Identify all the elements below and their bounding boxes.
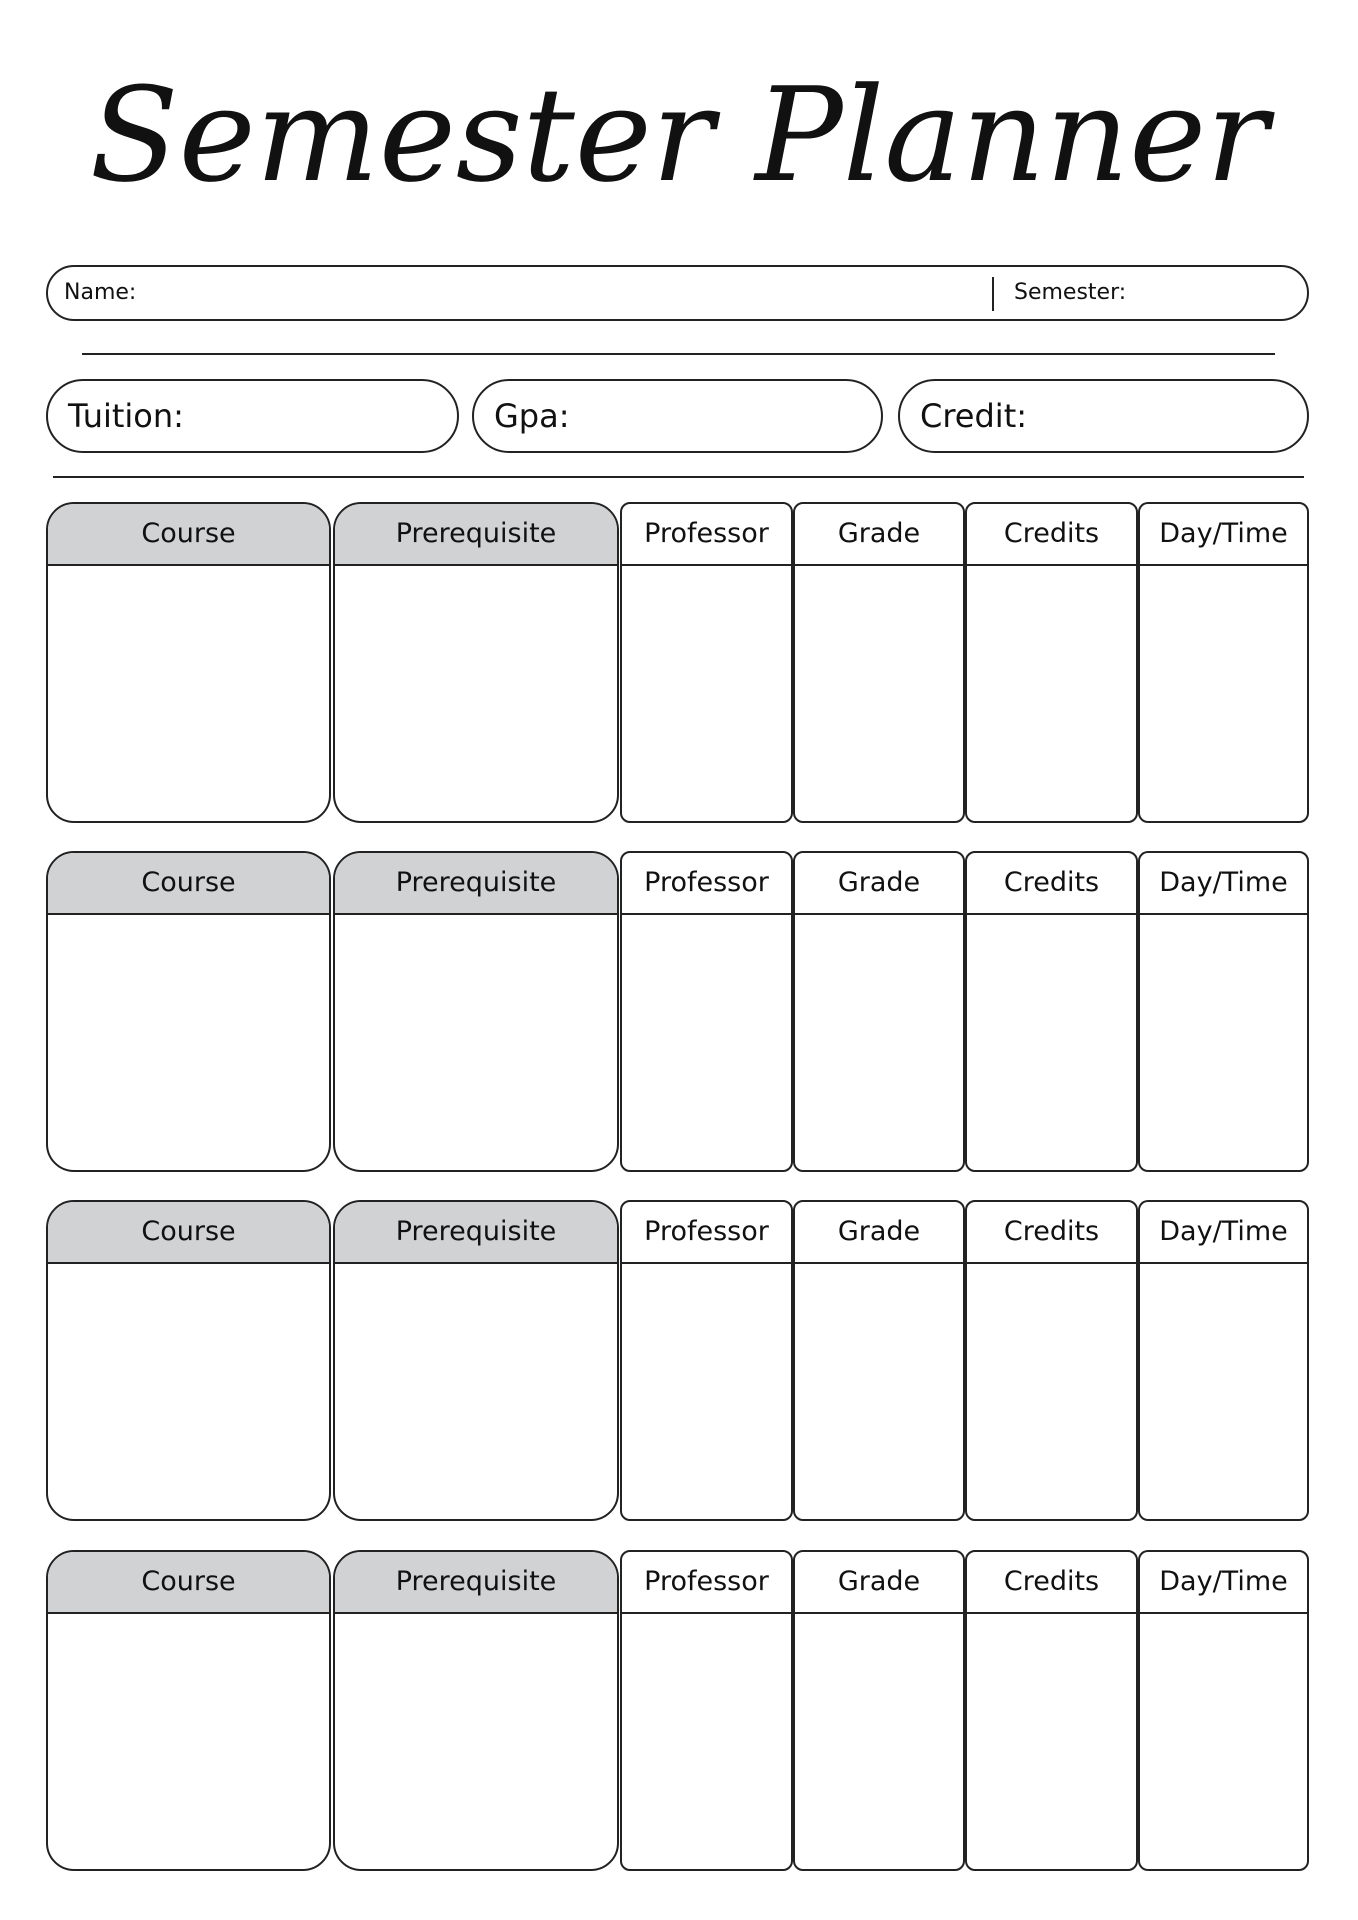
credits-header: Credits: [967, 1552, 1136, 1614]
day-time-column-3[interactable]: Day/Time: [1138, 1200, 1309, 1521]
divider-line: [53, 476, 1304, 478]
prerequisite-column-1[interactable]: Prerequisite: [333, 502, 619, 823]
gpa-field[interactable]: Gpa:: [472, 379, 883, 453]
day-time-column-2[interactable]: Day/Time: [1138, 851, 1309, 1172]
course-header: Course: [48, 1552, 329, 1614]
prerequisite-header: Prerequisite: [335, 853, 617, 915]
day-time-header: Day/Time: [1140, 1552, 1307, 1614]
day-time-header: Day/Time: [1140, 1202, 1307, 1264]
credits-column-1[interactable]: Credits: [965, 502, 1138, 823]
prerequisite-header: Prerequisite: [335, 1552, 617, 1614]
prerequisite-column-3[interactable]: Prerequisite: [333, 1200, 619, 1521]
day-time-column-4[interactable]: Day/Time: [1138, 1550, 1309, 1871]
prerequisite-header: Prerequisite: [335, 1202, 617, 1264]
grade-column-2[interactable]: Grade: [793, 851, 965, 1172]
grade-column-3[interactable]: Grade: [793, 1200, 965, 1521]
credits-column-3[interactable]: Credits: [965, 1200, 1138, 1521]
page-title: Semester Planner: [89, 59, 1269, 211]
course-header: Course: [48, 1202, 329, 1264]
professor-column-2[interactable]: Professor: [620, 851, 793, 1172]
tuition-field[interactable]: Tuition:: [46, 379, 459, 453]
course-header: Course: [48, 853, 329, 915]
prerequisite-header: Prerequisite: [335, 504, 617, 566]
professor-header: Professor: [622, 504, 791, 566]
name-label: Name:: [64, 280, 137, 305]
professor-column-1[interactable]: Professor: [620, 502, 793, 823]
course-header: Course: [48, 504, 329, 566]
semester-label: Semester:: [1014, 280, 1127, 305]
credits-header: Credits: [967, 1202, 1136, 1264]
day-time-header: Day/Time: [1140, 853, 1307, 915]
course-column-1[interactable]: Course: [46, 502, 331, 823]
divider: [992, 277, 994, 311]
grade-header: Grade: [795, 853, 963, 915]
credit-field[interactable]: Credit:: [898, 379, 1309, 453]
grade-header: Grade: [795, 1202, 963, 1264]
name-semester-field[interactable]: Name: Semester:: [46, 265, 1309, 321]
course-column-4[interactable]: Course: [46, 1550, 331, 1871]
professor-column-4[interactable]: Professor: [620, 1550, 793, 1871]
grade-header: Grade: [795, 1552, 963, 1614]
tuition-label: Tuition:: [68, 397, 184, 435]
credits-header: Credits: [967, 853, 1136, 915]
grade-header: Grade: [795, 504, 963, 566]
grade-column-1[interactable]: Grade: [793, 502, 965, 823]
credits-column-2[interactable]: Credits: [965, 851, 1138, 1172]
professor-header: Professor: [622, 1552, 791, 1614]
course-column-2[interactable]: Course: [46, 851, 331, 1172]
professor-header: Professor: [622, 853, 791, 915]
prerequisite-column-2[interactable]: Prerequisite: [333, 851, 619, 1172]
course-column-3[interactable]: Course: [46, 1200, 331, 1521]
credits-header: Credits: [967, 504, 1136, 566]
gpa-label: Gpa:: [494, 397, 570, 435]
prerequisite-column-4[interactable]: Prerequisite: [333, 1550, 619, 1871]
day-time-column-1[interactable]: Day/Time: [1138, 502, 1309, 823]
professor-header: Professor: [622, 1202, 791, 1264]
grade-column-4[interactable]: Grade: [793, 1550, 965, 1871]
professor-column-3[interactable]: Professor: [620, 1200, 793, 1521]
divider-line: [82, 353, 1275, 355]
credit-label: Credit:: [920, 397, 1028, 435]
day-time-header: Day/Time: [1140, 504, 1307, 566]
credits-column-4[interactable]: Credits: [965, 1550, 1138, 1871]
